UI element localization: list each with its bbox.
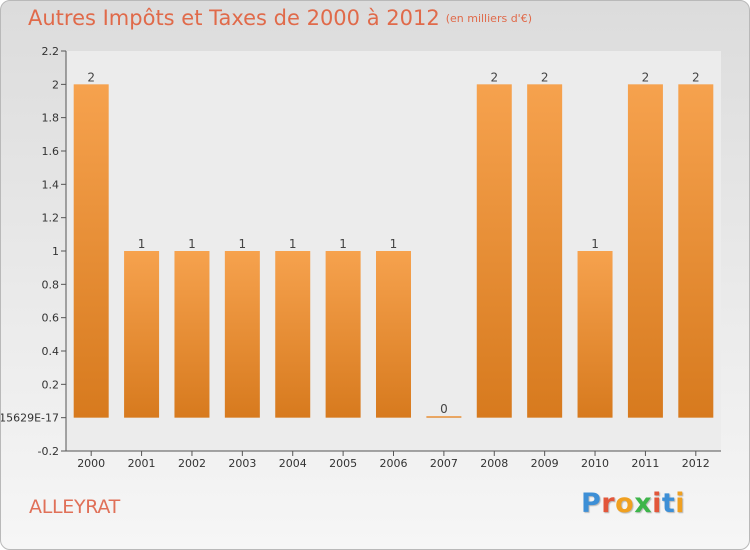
logo-letter: r bbox=[601, 488, 616, 519]
x-tick-label-2010: 2010 bbox=[581, 457, 609, 470]
y-tick-label: 1.4 bbox=[42, 178, 60, 191]
data-label-2004: 1 bbox=[289, 237, 297, 251]
bar-2001 bbox=[124, 251, 160, 418]
chart-title: Autres Impôts et Taxes de 2000 à 2012 (en… bbox=[28, 6, 532, 30]
data-label-2001: 1 bbox=[138, 237, 146, 251]
data-label-2005: 1 bbox=[339, 237, 347, 251]
data-label-2003: 1 bbox=[239, 237, 247, 251]
data-label-2006: 1 bbox=[390, 237, 398, 251]
x-tick-label-2007: 2007 bbox=[430, 457, 458, 470]
logo-letter: o bbox=[615, 488, 635, 519]
data-label-2012: 2 bbox=[692, 70, 700, 84]
data-label-2010: 1 bbox=[591, 237, 599, 251]
y-tick-label: -15629E-17 bbox=[1, 412, 59, 425]
y-tick-label: 1 bbox=[52, 245, 59, 258]
data-label-2011: 2 bbox=[642, 70, 650, 84]
x-tick-label-2005: 2005 bbox=[329, 457, 357, 470]
data-label-2007: 0 bbox=[440, 402, 448, 416]
y-tick-label: 2 bbox=[52, 78, 59, 91]
y-tick-label: 0.6 bbox=[42, 312, 60, 325]
x-tick-label-2008: 2008 bbox=[480, 457, 508, 470]
proxiti-logo: Proxiti bbox=[581, 488, 685, 519]
bar-2002 bbox=[174, 251, 210, 418]
y-tick-label: 0.4 bbox=[42, 345, 60, 358]
y-tick-label: 0.8 bbox=[42, 278, 60, 291]
chart-title-text: Autres Impôts et Taxes de 2000 à 2012 bbox=[28, 6, 440, 30]
bar-2005 bbox=[325, 251, 361, 418]
x-tick-label-2000: 2000 bbox=[77, 457, 105, 470]
bar-2000 bbox=[73, 84, 109, 418]
x-tick-label-2009: 2009 bbox=[531, 457, 559, 470]
bar-2004 bbox=[275, 251, 311, 418]
x-tick-label-2001: 2001 bbox=[128, 457, 156, 470]
y-tick-label: -0.2 bbox=[38, 445, 59, 458]
logo-letter: P bbox=[581, 488, 602, 519]
unit-note: (en milliers d'€) bbox=[445, 12, 532, 25]
data-label-2002: 1 bbox=[188, 237, 196, 251]
y-tick-label: 1.8 bbox=[42, 112, 60, 125]
data-label-2000: 2 bbox=[87, 70, 95, 84]
data-label-2009: 2 bbox=[541, 70, 549, 84]
x-tick-label-2002: 2002 bbox=[178, 457, 206, 470]
x-tick-label-2006: 2006 bbox=[380, 457, 408, 470]
bar-2003 bbox=[224, 251, 260, 418]
place-name: ALLEYRAT bbox=[29, 496, 120, 518]
bar-2012 bbox=[678, 84, 714, 418]
bar-2009 bbox=[527, 84, 563, 418]
x-tick-label-2011: 2011 bbox=[631, 457, 659, 470]
logo-letter: i bbox=[652, 488, 662, 519]
y-tick-label: 1.6 bbox=[42, 145, 60, 158]
x-tick-label-2003: 2003 bbox=[228, 457, 256, 470]
data-label-2008: 2 bbox=[490, 70, 498, 84]
x-tick-label-2012: 2012 bbox=[682, 457, 710, 470]
bar-2006 bbox=[376, 251, 411, 418]
logo-letter: t bbox=[661, 488, 676, 519]
bar-2010 bbox=[577, 251, 613, 418]
y-tick-label: 1.2 bbox=[42, 212, 60, 225]
logo-letter: x bbox=[634, 488, 653, 519]
logo-letter: i bbox=[675, 488, 686, 519]
bar-2008 bbox=[476, 84, 512, 418]
bar-2011 bbox=[627, 84, 663, 418]
y-tick-label: 2.2 bbox=[42, 45, 60, 58]
x-tick-label-2004: 2004 bbox=[279, 457, 307, 470]
bar-2007 bbox=[426, 416, 462, 418]
y-tick-label: 0.2 bbox=[42, 378, 60, 391]
